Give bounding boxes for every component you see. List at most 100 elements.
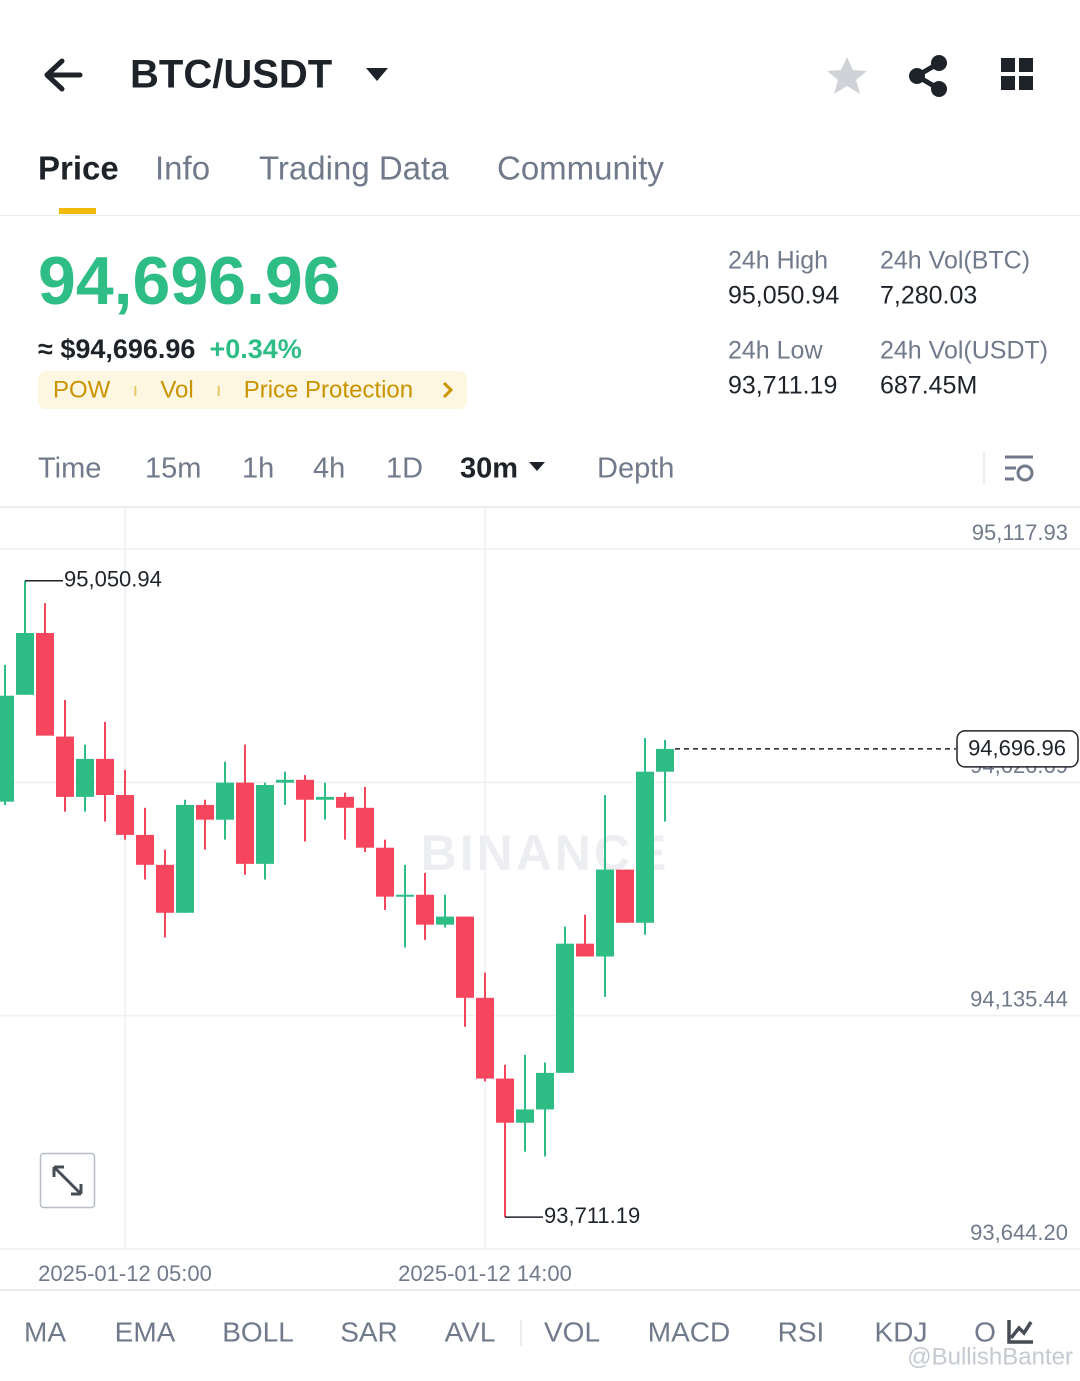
indicator-icon xyxy=(1007,1320,1033,1344)
candle-body xyxy=(16,633,34,695)
indicator[interactable]: KDJ xyxy=(875,1316,928,1347)
x-tick-label: 2025-01-12 14:00 xyxy=(398,1261,572,1286)
stat-value: 7,280.03 xyxy=(880,282,977,310)
share-dot xyxy=(931,81,947,97)
interval[interactable]: Time xyxy=(38,453,101,485)
indicator[interactable]: EMA xyxy=(115,1316,176,1347)
chart: BINANCE95,117.9394,626.6994,135.4493,644… xyxy=(0,507,1080,1286)
candle-body xyxy=(176,804,194,913)
share-button[interactable] xyxy=(909,55,947,97)
interval[interactable]: 1h xyxy=(242,453,274,485)
tab[interactable]: Info xyxy=(155,150,210,187)
tab[interactable]: Price xyxy=(38,150,119,187)
indicator-bar: MA EMA BOLL SAR AVL VOL MACD RSI KDJ O xyxy=(24,1316,996,1347)
candle-body xyxy=(536,1072,554,1110)
pair-title[interactable]: BTC/USDT xyxy=(130,53,332,97)
candle-body xyxy=(196,804,214,820)
candle-body xyxy=(576,943,594,957)
candle-body xyxy=(256,785,274,864)
candle-body xyxy=(476,997,494,1079)
candle-body xyxy=(636,771,654,923)
share-dot xyxy=(931,55,947,71)
interval[interactable]: Depth xyxy=(597,453,674,485)
candle-body xyxy=(76,758,94,797)
last-price-label: 94,696.96 xyxy=(968,736,1066,761)
grid-cell xyxy=(1001,76,1015,90)
tag[interactable]: POW xyxy=(53,376,111,403)
grid-cell xyxy=(1001,58,1015,72)
stat-value: 95,050.94 xyxy=(728,282,839,310)
candle-body xyxy=(56,736,74,797)
x-tick-label: 2025-01-12 05:00 xyxy=(38,1261,212,1286)
stat-value: 687.45M xyxy=(880,372,977,400)
back-arrow xyxy=(44,58,83,92)
candle-body xyxy=(136,834,154,865)
pair-dropdown[interactable] xyxy=(366,68,388,81)
approx-price: ≈ $94,696.96 xyxy=(38,334,195,364)
favorite-star[interactable] xyxy=(827,57,867,94)
indicator[interactable]: MACD xyxy=(648,1316,730,1347)
last-price: 94,696.96 xyxy=(38,243,341,319)
interval-bar: Time 15m 1h 4h 1D 30m Depth xyxy=(38,453,674,485)
last-price-tag xyxy=(956,730,1079,768)
back-button[interactable] xyxy=(44,58,83,92)
indicator[interactable]: MA xyxy=(24,1316,66,1347)
indicator[interactable]: AVL xyxy=(445,1316,496,1347)
stats: 24h High 95,050.94 24h Vol(BTC) 7,280.03 24h… xyxy=(728,247,1048,400)
candle-body xyxy=(316,796,334,800)
indicator-settings[interactable] xyxy=(1000,1316,1040,1348)
candle-body xyxy=(116,794,134,835)
tab[interactable]: Trading Data xyxy=(259,150,449,187)
grid-menu[interactable] xyxy=(1001,58,1033,90)
candle-body xyxy=(376,847,394,897)
tabs: Price Info Trading Data Community xyxy=(38,150,664,187)
candle-body xyxy=(516,1109,534,1123)
interval[interactable]: 1D xyxy=(386,453,423,485)
candle-body xyxy=(336,796,354,808)
candle-body xyxy=(216,782,234,820)
interval-dropdown[interactable] xyxy=(529,462,545,471)
candle-body xyxy=(436,916,454,925)
stat-label: 24h High xyxy=(728,247,828,275)
fullscreen-button[interactable] xyxy=(39,1152,96,1209)
tag-bar[interactable] xyxy=(38,371,467,409)
interval[interactable]: 4h xyxy=(313,453,345,485)
settings-gear xyxy=(1016,464,1034,482)
indicator[interactable]: BOLL xyxy=(222,1316,294,1347)
indicator[interactable]: SAR xyxy=(340,1316,398,1347)
candle-body xyxy=(356,807,374,848)
candle-body xyxy=(396,894,414,897)
candle-body xyxy=(96,758,114,795)
grid-cell xyxy=(1019,76,1033,90)
chart-settings[interactable] xyxy=(1005,455,1034,482)
candle-body xyxy=(236,782,254,864)
interval[interactable]: 15m xyxy=(145,453,201,485)
y-tick-label: 95,117.93 xyxy=(972,520,1068,545)
price-change: +0.34% xyxy=(209,334,301,364)
y-tick-label: 94,135.44 xyxy=(970,986,1068,1011)
candle-body xyxy=(656,748,674,772)
tag[interactable]: Price Protection xyxy=(244,376,413,403)
candle-body xyxy=(616,869,634,923)
indicator[interactable]: RSI xyxy=(778,1316,825,1347)
stat-label: 24h Vol(USDT) xyxy=(880,337,1048,365)
candle-body xyxy=(0,695,14,802)
interval[interactable]: 30m xyxy=(460,453,518,485)
expand-icon xyxy=(52,1165,83,1196)
indicator[interactable]: VOL xyxy=(544,1316,600,1347)
grid-cell xyxy=(1019,58,1033,72)
annotation-label: 95,050.94 xyxy=(64,567,162,592)
active-tab-indicator xyxy=(59,208,96,214)
candle-body xyxy=(156,864,174,913)
candle-body xyxy=(596,869,614,957)
candle-body xyxy=(276,779,294,783)
annotation-label: 93,711.19 xyxy=(544,1203,640,1228)
stat-value: 93,711.19 xyxy=(728,372,837,400)
tab[interactable]: Community xyxy=(497,150,664,187)
indicator[interactable]: O xyxy=(974,1316,996,1347)
tag[interactable]: Vol xyxy=(160,376,193,403)
y-tick-label: 93,644.20 xyxy=(970,1220,1068,1245)
stat-label: 24h Vol(BTC) xyxy=(880,247,1030,275)
